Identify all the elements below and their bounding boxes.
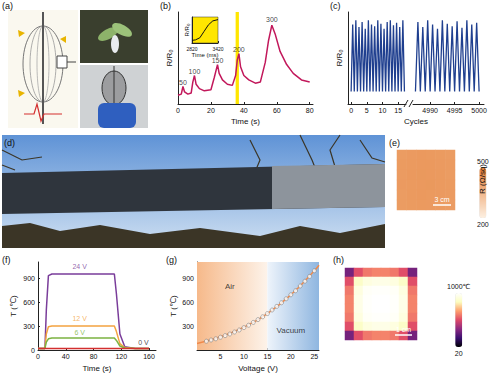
svg-text:150: 150 — [212, 57, 224, 64]
svg-text:20: 20 — [455, 350, 463, 357]
svg-text:(e): (e) — [389, 138, 400, 148]
svg-text:1000℃: 1000℃ — [447, 283, 471, 290]
svg-text:5: 5 — [365, 107, 369, 114]
svg-text:Time (s): Time (s) — [82, 364, 111, 373]
svg-text:4995: 4995 — [447, 107, 463, 114]
svg-text:25: 25 — [310, 353, 318, 360]
svg-text:40: 40 — [240, 107, 248, 114]
svg-text:80: 80 — [90, 353, 98, 360]
svg-text:120: 120 — [115, 353, 127, 360]
svg-text:900: 900 — [182, 275, 194, 282]
svg-text:300: 300 — [23, 323, 35, 330]
svg-text:60: 60 — [273, 107, 281, 114]
svg-text:(c): (c) — [330, 1, 341, 11]
svg-text:0: 0 — [176, 107, 180, 114]
svg-text:(a): (a) — [2, 1, 13, 11]
svg-text:15: 15 — [394, 107, 402, 114]
svg-text:6 V: 6 V — [74, 329, 85, 336]
svg-text:Vacuum: Vacuum — [276, 326, 305, 335]
svg-text:(h): (h) — [333, 255, 344, 265]
svg-text:200: 200 — [233, 46, 245, 53]
svg-text:200: 200 — [477, 221, 489, 228]
svg-text:T (℃): T (℃) — [9, 295, 18, 317]
svg-text:40: 40 — [62, 353, 70, 360]
svg-text:3420: 3420 — [212, 46, 223, 52]
svg-text:10: 10 — [240, 353, 248, 360]
svg-text:0: 0 — [349, 107, 353, 114]
svg-text:0 V: 0 V — [138, 339, 149, 346]
svg-text:24 V: 24 V — [72, 263, 87, 270]
svg-text:T (℃): T (℃) — [169, 295, 178, 317]
svg-text:1 cm: 1 cm — [396, 326, 411, 333]
svg-text:500: 500 — [477, 158, 489, 165]
svg-text:12 V: 12 V — [72, 315, 87, 322]
svg-text:4990: 4990 — [422, 107, 438, 114]
svg-text:(b): (b) — [160, 1, 171, 11]
svg-text:600: 600 — [23, 299, 35, 306]
svg-text:0: 0 — [31, 347, 35, 354]
svg-text:Cycles: Cycles — [404, 117, 428, 126]
svg-text:900: 900 — [23, 275, 35, 282]
svg-text:50: 50 — [179, 79, 187, 86]
svg-text:600: 600 — [182, 299, 194, 306]
svg-text:160: 160 — [143, 353, 155, 360]
svg-text:20: 20 — [207, 107, 215, 114]
svg-text:R (Ω/sq): R (Ω/sq) — [478, 164, 487, 194]
svg-text:Air: Air — [225, 282, 235, 291]
svg-text:Time (s): Time (s) — [231, 117, 260, 126]
svg-text:R/R₀: R/R₀ — [335, 49, 344, 66]
svg-text:Time (ms): Time (ms) — [191, 51, 219, 58]
svg-text:80: 80 — [306, 107, 314, 114]
svg-text:2820: 2820 — [186, 46, 197, 52]
svg-text:0: 0 — [36, 353, 40, 360]
svg-text:300: 300 — [266, 16, 278, 23]
svg-text:(f): (f) — [2, 255, 11, 265]
svg-text:(d): (d) — [4, 138, 15, 148]
svg-text:15: 15 — [263, 353, 271, 360]
svg-text:Voltage (V): Voltage (V) — [238, 364, 278, 373]
svg-text:5: 5 — [219, 353, 223, 360]
svg-text:10: 10 — [379, 107, 387, 114]
svg-text:R/R₀: R/R₀ — [165, 49, 174, 66]
svg-text:100: 100 — [189, 68, 201, 75]
svg-text:R/R₀: R/R₀ — [184, 23, 190, 36]
svg-text:(g): (g) — [166, 255, 177, 265]
svg-text:300: 300 — [182, 323, 194, 330]
svg-text:3 cm: 3 cm — [434, 196, 449, 203]
svg-text:20: 20 — [287, 353, 295, 360]
svg-text:5000: 5000 — [471, 107, 487, 114]
